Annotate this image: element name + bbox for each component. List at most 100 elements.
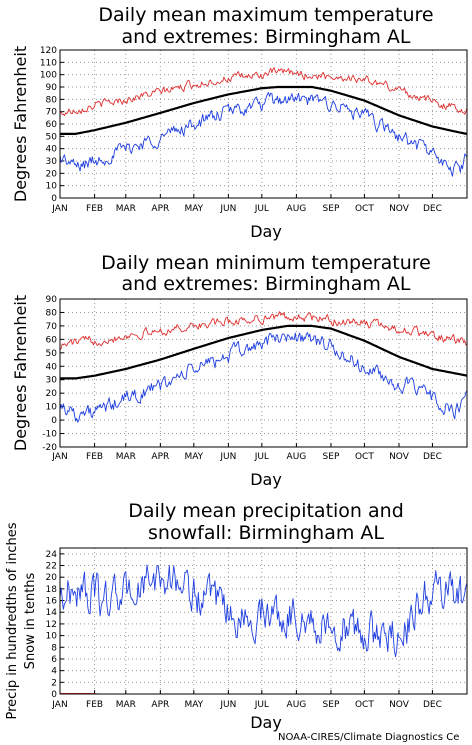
y-tick-label: 40: [46, 362, 58, 372]
x-tick-label: DEC: [423, 452, 442, 462]
plot-frame: [59, 547, 468, 695]
y-tick-label: 90: [46, 83, 58, 93]
x-tick-label: NOV: [389, 700, 410, 710]
series-high-line: [59, 67, 468, 117]
chart-title: Daily mean minimum temperature: [101, 252, 431, 274]
y-tick-label: -20: [42, 443, 57, 453]
y-tick-label: 10: [46, 403, 58, 413]
x-tick-label: JUN: [219, 700, 236, 710]
y-axis-label: Snow in tenths: [23, 572, 38, 669]
x-tick-label: DEC: [423, 204, 442, 214]
x-tick-label: MAY: [184, 452, 203, 462]
x-tick-label: FEB: [86, 204, 103, 214]
x-tick-label: SEP: [323, 700, 340, 710]
x-tick-label: DEC: [423, 700, 442, 710]
y-tick-label: 50: [46, 349, 58, 359]
y-tick-label: 22: [46, 562, 57, 572]
y-tick-label: 0: [51, 194, 57, 204]
y-tick-label: 12: [46, 620, 57, 630]
x-tick-label: FEB: [86, 700, 103, 710]
x-tick-label: JUL: [254, 700, 269, 710]
y-tick-label: 50: [46, 132, 58, 142]
y-tick-label: 80: [46, 95, 58, 105]
y-tick-label: 18: [46, 585, 58, 595]
x-tick-label: NOV: [389, 204, 410, 214]
plot-frame: [59, 298, 468, 448]
x-tick-label: OCT: [355, 452, 374, 462]
y-tick-label: 30: [46, 157, 58, 167]
x-tick-label: OCT: [355, 204, 374, 214]
series-high-line: [59, 311, 468, 350]
x-axis-label: Day: [250, 713, 282, 732]
x-tick-label: SEP: [323, 452, 340, 462]
x-tick-label: JAN: [51, 204, 67, 214]
chart-title: and extremes: Birmingham AL: [122, 273, 411, 295]
y-tick-label: 60: [46, 120, 58, 130]
y-tick-label: 10: [46, 632, 58, 642]
y-tick-label: 60: [46, 335, 58, 345]
x-tick-label: APR: [151, 700, 169, 710]
x-tick-label: NOV: [389, 452, 410, 462]
plot-frame: [59, 49, 468, 199]
x-tick-label: JUL: [254, 204, 269, 214]
y-tick-label: 8: [51, 643, 57, 653]
y-tick-label: 4: [51, 667, 57, 677]
y-tick-label: 30: [46, 376, 58, 386]
y-tick-label: 0: [51, 690, 57, 700]
x-tick-label: OCT: [355, 700, 374, 710]
y-tick-label: 0: [51, 416, 57, 426]
y-axis-label: Degrees Fahrenheit: [11, 46, 30, 202]
y-tick-label: 40: [46, 145, 58, 155]
x-tick-label: JUN: [219, 452, 236, 462]
y-axis-label: Precip in hundredths of inches: [5, 522, 20, 719]
x-tick-label: MAY: [184, 700, 203, 710]
y-tick-label: 6: [51, 655, 57, 665]
chart-title: Daily mean maximum temperature: [98, 4, 433, 26]
y-tick-label: 16: [46, 597, 58, 607]
chart-title: snowfall: Birmingham AL: [148, 522, 384, 544]
series-low-line: [59, 332, 468, 423]
x-tick-label: MAR: [116, 452, 136, 462]
y-tick-label: 120: [40, 46, 57, 56]
x-tick-label: MAY: [184, 204, 203, 214]
chart-title: and extremes: Birmingham AL: [122, 26, 411, 48]
series-precip-line: [59, 564, 468, 658]
x-tick-label: JAN: [51, 700, 67, 710]
x-tick-label: JUN: [219, 204, 236, 214]
y-tick-label: 2: [51, 678, 57, 688]
y-tick-label: 70: [46, 108, 58, 118]
y-tick-label: 14: [46, 608, 58, 618]
y-tick-label: -10: [42, 430, 57, 440]
y-tick-label: 24: [46, 550, 58, 560]
y-tick-label: 20: [46, 169, 58, 179]
y-tick-label: 100: [40, 71, 57, 81]
series-mean-line: [59, 324, 468, 380]
y-tick-label: 10: [46, 182, 58, 192]
x-tick-label: AUG: [287, 452, 307, 462]
y-tick-label: 80: [46, 308, 58, 318]
y-tick-label: 20: [46, 573, 58, 583]
x-axis-label: Day: [250, 470, 282, 489]
credit-text: NOAA-CIRES/Climate Diagnostics Ce: [278, 732, 459, 743]
y-tick-label: 90: [46, 295, 58, 305]
x-tick-label: AUG: [287, 700, 307, 710]
y-tick-label: 110: [40, 58, 57, 68]
x-tick-label: FEB: [86, 452, 103, 462]
series-low-line: [59, 92, 468, 177]
y-tick-label: 70: [46, 322, 58, 332]
y-axis-label: Degrees Fahrenheit: [11, 295, 30, 451]
x-tick-label: APR: [151, 204, 169, 214]
y-tick-label: 20: [46, 389, 58, 399]
series-mean-line: [59, 85, 468, 135]
x-tick-label: APR: [151, 452, 169, 462]
x-tick-label: SEP: [323, 204, 340, 214]
x-tick-label: MAR: [116, 700, 136, 710]
x-tick-label: JAN: [51, 452, 67, 462]
chart-title: Daily mean precipitation and: [128, 500, 404, 522]
x-tick-label: JUL: [254, 452, 269, 462]
x-tick-label: AUG: [287, 204, 307, 214]
